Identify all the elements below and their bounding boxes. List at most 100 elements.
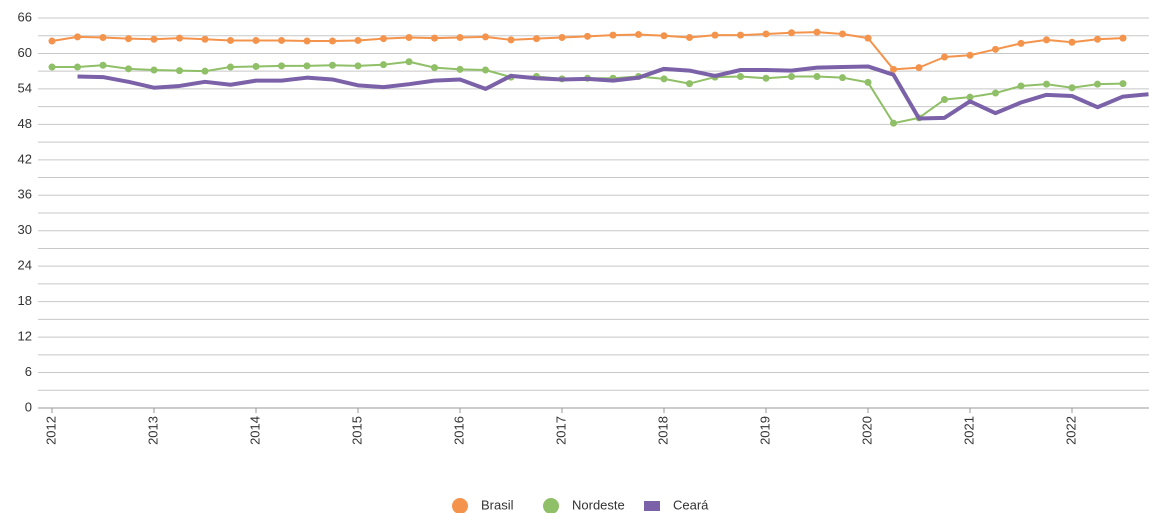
y-tick-label: 18 <box>18 293 32 308</box>
point <box>1043 36 1050 44</box>
x-tick-label: 2022 <box>1063 416 1078 445</box>
point <box>507 36 515 44</box>
x-tick-label: 2012 <box>43 416 58 445</box>
point <box>99 61 107 69</box>
point <box>431 34 438 42</box>
y-tick-label: 66 <box>18 9 32 24</box>
point <box>456 34 464 41</box>
point <box>941 96 948 104</box>
point <box>864 34 872 42</box>
point <box>1068 38 1076 46</box>
point <box>1119 80 1127 88</box>
point <box>329 61 336 69</box>
point <box>762 74 770 82</box>
legend-label: Brasil <box>481 497 514 512</box>
point <box>992 89 999 97</box>
point <box>1094 80 1101 88</box>
legend-marker <box>644 501 660 511</box>
point <box>966 93 974 101</box>
y-tick-label: 36 <box>18 187 32 202</box>
point <box>762 30 770 38</box>
point <box>354 36 362 44</box>
point <box>125 35 132 43</box>
point <box>533 35 540 43</box>
point <box>354 62 362 70</box>
y-tick-label: 24 <box>18 258 32 273</box>
y-tick-label: 12 <box>18 329 32 344</box>
point <box>890 65 897 73</box>
point <box>660 32 668 40</box>
x-tick-label: 2014 <box>247 416 262 445</box>
x-tick-label: 2018 <box>655 416 670 445</box>
point <box>303 62 311 70</box>
point <box>686 80 693 88</box>
y-tick-label: 6 <box>25 364 32 379</box>
point <box>1068 84 1076 92</box>
point <box>737 31 744 39</box>
point <box>711 31 719 39</box>
y-tick-label: 60 <box>18 45 32 60</box>
point <box>176 34 183 42</box>
point <box>788 29 795 37</box>
x-tick-label: 2017 <box>553 416 568 445</box>
point <box>48 37 56 45</box>
y-tick-label: 54 <box>18 80 32 95</box>
point <box>125 65 132 73</box>
point <box>74 63 81 71</box>
point <box>482 33 489 41</box>
point <box>915 64 923 72</box>
y-tick-label: 42 <box>18 151 32 166</box>
point <box>405 58 413 66</box>
point <box>150 66 158 74</box>
point <box>303 37 311 45</box>
point <box>609 31 617 39</box>
point <box>405 34 413 41</box>
point <box>227 63 234 71</box>
point <box>890 119 897 127</box>
x-tick-label: 2021 <box>961 416 976 445</box>
y-tick-label: 0 <box>25 399 32 414</box>
point <box>992 45 999 53</box>
point <box>941 53 948 61</box>
point <box>278 36 285 44</box>
point <box>380 35 387 43</box>
point <box>329 37 336 45</box>
point <box>737 73 744 80</box>
point <box>966 51 974 59</box>
x-tick-label: 2020 <box>859 416 874 445</box>
point <box>227 36 234 44</box>
point <box>1094 35 1101 43</box>
point <box>48 63 56 71</box>
point <box>252 36 260 44</box>
point <box>380 61 387 69</box>
point <box>1017 82 1025 90</box>
point <box>813 28 821 36</box>
point <box>660 75 668 83</box>
point <box>150 35 158 43</box>
point <box>176 67 183 75</box>
y-tick-label: 48 <box>18 116 32 131</box>
legend-marker <box>543 498 559 513</box>
point <box>839 74 846 82</box>
point <box>431 64 438 72</box>
point <box>482 66 489 74</box>
point <box>839 30 846 38</box>
legend-label: Ceará <box>673 497 709 512</box>
series-line <box>77 64 1149 121</box>
point <box>584 32 591 40</box>
legend-label: Nordeste <box>572 497 625 512</box>
point <box>201 35 209 43</box>
point <box>99 34 107 41</box>
point <box>201 67 209 75</box>
point <box>788 73 795 80</box>
point <box>635 31 642 39</box>
x-tick-label: 2015 <box>349 416 364 445</box>
x-tick-label: 2019 <box>757 416 772 445</box>
point <box>1043 80 1050 88</box>
point <box>278 62 285 70</box>
legend-marker <box>452 498 468 513</box>
y-tick-label: 30 <box>18 222 32 237</box>
x-tick-label: 2013 <box>145 416 160 445</box>
x-tick-label: 2016 <box>451 416 466 445</box>
